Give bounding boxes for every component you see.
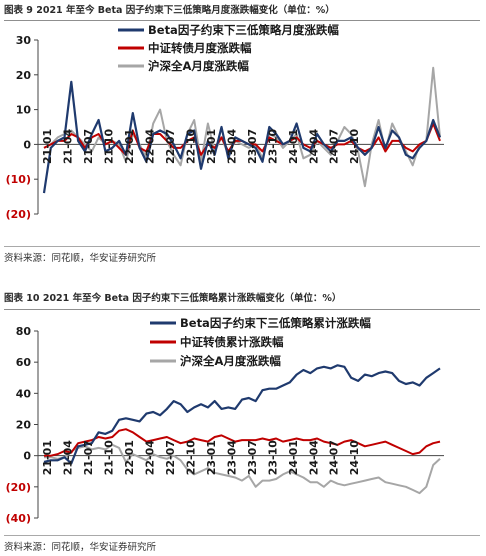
x-tick-label: 21-10	[102, 440, 115, 476]
y-tick-label: (40)	[6, 512, 31, 525]
figure-9-source: 资料来源：同花顺，华安证券研究所	[4, 253, 157, 264]
series-line-2	[44, 443, 441, 495]
x-tick-label: 24-10	[348, 128, 361, 164]
x-tick-label: 24-04	[307, 128, 320, 164]
x-tick-label: 21-01	[41, 129, 54, 164]
y-tick-label: 20	[16, 69, 32, 82]
y-tick-label: (20)	[6, 208, 31, 221]
x-tick-label: 21-07	[82, 440, 95, 475]
figure-9-bottom-rule	[4, 246, 480, 247]
series-line-1	[44, 428, 441, 457]
series-line-0	[43, 364, 441, 465]
y-tick-label: 0	[23, 138, 31, 151]
legend-label: 沪深全A月度涨跌幅	[180, 354, 281, 368]
figure-10-title: 图表 10 2021 年至今 Beta 因子约束下三低策略累计涨跌幅变化（单位：…	[4, 293, 342, 304]
x-tick-label: 21-07	[82, 129, 95, 164]
x-tick-label: 22-01	[123, 440, 136, 475]
legend-label: 中证转债累计涨跌幅	[180, 335, 284, 349]
series-line-2	[43, 66, 441, 188]
x-tick-label: 24-10	[348, 440, 361, 476]
y-tick-label: 80	[16, 325, 32, 338]
y-tick-label: (10)	[6, 173, 31, 186]
x-tick-label: 22-04	[143, 128, 156, 164]
x-tick-label: 24-01	[287, 129, 300, 164]
x-tick-label: 22-07	[164, 440, 177, 475]
x-tick-label: 23-04	[225, 440, 238, 476]
x-tick-label: 23-01	[205, 440, 218, 475]
figure-10-chart: 80 60 40 20 0 (20) (40) 21-01 21-04 21-07 21-10 22-…	[6, 316, 444, 525]
figure-10-bottom-rule	[4, 535, 480, 536]
legend-label: 中证转债月度涨跌幅	[148, 41, 252, 55]
figure-10-source: 资料来源：同花顺，华安证券研究所	[4, 542, 157, 553]
x-tick-label: 24-07	[328, 129, 341, 164]
legend-label: Beta因子约束下三低策略月度涨跌幅	[148, 23, 339, 37]
x-tick-label: 21-04	[61, 440, 74, 476]
x-tick-label: 24-04	[307, 440, 320, 476]
x-tick-label: 21-01	[41, 440, 54, 475]
x-tick-label: 22-10	[184, 440, 197, 476]
x-tick-label: 23-04	[225, 128, 238, 164]
x-tick-label: 21-04	[61, 128, 74, 164]
x-tick-label: 23-07	[246, 129, 259, 164]
x-tick-label: 23-07	[246, 440, 259, 475]
series-line-0	[42, 80, 442, 194]
x-tick-label: 22-01	[123, 129, 136, 164]
figure-9-top-rule	[4, 20, 480, 21]
y-tick-label: 10	[16, 104, 32, 117]
y-tick-label: 0	[23, 450, 31, 463]
legend-label: 沪深全A月度涨跌幅	[148, 59, 249, 73]
y-tick-label: 40	[16, 387, 32, 400]
y-tick-label: (20)	[6, 481, 31, 494]
x-tick-label: 21-10	[102, 128, 115, 164]
x-tick-label: 23-10	[266, 440, 279, 476]
x-tick-label: 22-04	[143, 440, 156, 476]
x-tick-label: 24-07	[328, 440, 341, 475]
x-tick-label: 24-01	[287, 440, 300, 475]
x-tick-label: 23-01	[205, 129, 218, 164]
x-tick-label: 23-10	[266, 128, 279, 164]
x-tick-label: 22-10	[184, 128, 197, 164]
y-tick-label: 60	[16, 356, 32, 369]
y-tick-label: 20	[16, 419, 32, 432]
figure-9-title: 图表 9 2021 年至今 Beta 因子约束下三低策略月度涨跌幅变化（单位：%…	[4, 5, 335, 16]
y-tick-label: 30	[16, 34, 32, 47]
x-tick-label: 22-07	[164, 129, 177, 164]
legend-label: Beta因子约束下三低策略累计涨跌幅	[180, 316, 371, 330]
figure-10-top-rule	[4, 309, 480, 310]
figure-9-chart: 30 20 10 0 (10) (20) 21-01 21-04 21-07 21-10 22-01…	[6, 23, 444, 221]
